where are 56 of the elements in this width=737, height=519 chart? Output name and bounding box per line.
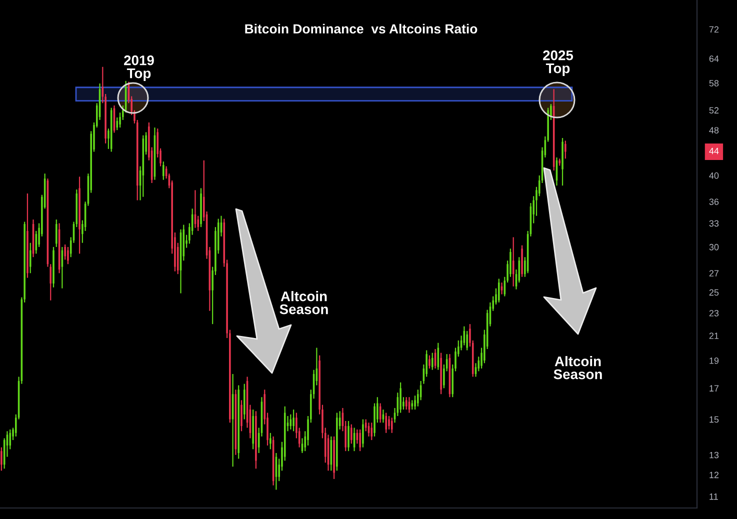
candlestick [400, 382, 402, 414]
candlestick [0, 446, 2, 472]
candlestick [29, 242, 32, 274]
candlestick [67, 246, 69, 265]
text: 44 [709, 148, 719, 154]
y-tick-label: 27 [709, 270, 719, 276]
candlestick [64, 244, 66, 260]
candlestick [348, 420, 350, 452]
candlestick [362, 418, 364, 448]
y-tick-label: 17 [710, 385, 719, 392]
candlestick [162, 160, 164, 180]
y-tick-label: 11 [710, 493, 718, 500]
candlestick [498, 278, 500, 304]
candlestick [428, 354, 430, 370]
annotation: Altcoin Season [554, 356, 602, 380]
y-tick-label: 30 [709, 244, 719, 250]
candlestick [431, 352, 434, 370]
y-tick-label: 15 [710, 416, 719, 423]
y-tick-label: 25 [709, 289, 719, 296]
candlestick [26, 192, 28, 278]
y-tick-label: 40 [709, 172, 719, 179]
candlestick [333, 436, 335, 480]
annotation: 2025 Top [543, 50, 574, 76]
annotation: 2019 Top [124, 55, 154, 81]
text: Bitcoin Dominance vs Altcoins Ratio [245, 24, 478, 34]
candlestick [78, 176, 80, 254]
y-tick-label: 33 [709, 220, 719, 227]
candlestick [56, 218, 58, 248]
y-tick-label: 21 [709, 332, 719, 339]
candlestick [562, 137, 564, 186]
candlestick [466, 330, 468, 351]
candlestick [359, 428, 361, 452]
y-tick-label: 36 [709, 198, 719, 205]
y-tick-label: 52 [709, 107, 719, 114]
candlestick [521, 244, 523, 278]
annotation: Altcoin Season [280, 291, 328, 314]
candlestick [116, 116, 118, 131]
candlestick [200, 188, 202, 228]
candlestick [390, 417, 393, 434]
y-tick-label: 48 [709, 127, 719, 134]
y-tick-label: 13 [710, 452, 719, 458]
candlestick [292, 409, 294, 432]
y-tick-label: 23 [709, 310, 719, 316]
candlestick [350, 424, 352, 444]
candlestick [564, 140, 566, 160]
candlestick [411, 400, 414, 410]
candlestick [270, 432, 272, 450]
y-tick-label: 12 [710, 472, 719, 478]
y-tick-label: 72 [709, 26, 719, 33]
candlestick [370, 422, 373, 441]
y-tick-label: 64 [709, 56, 719, 62]
candlestick [388, 415, 390, 430]
candlestick [385, 412, 387, 434]
y-tick-label: 19 [710, 358, 719, 364]
y-tick-label: 58 [709, 80, 719, 86]
candlestick [240, 400, 242, 432]
